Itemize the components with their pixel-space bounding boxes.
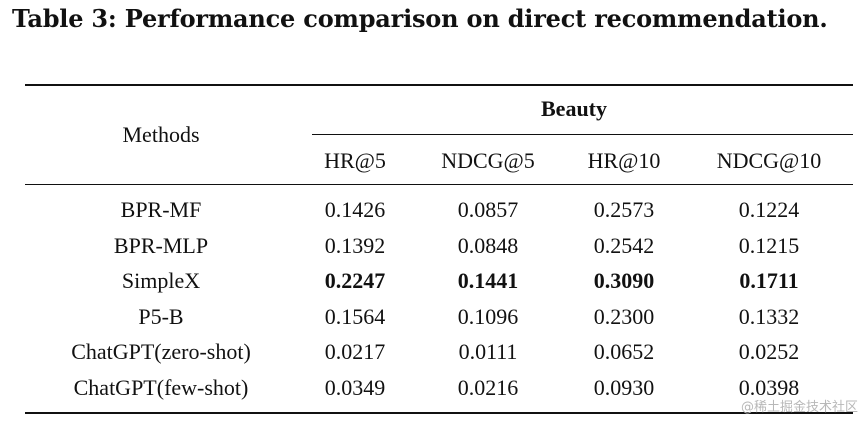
- metric-value: 0.0857: [457, 197, 519, 222]
- beauty-group-header: Beauty: [541, 96, 607, 121]
- metric-value: 0.1096: [457, 303, 519, 329]
- group-underline: [312, 134, 853, 135]
- metric-value: 0.0930: [593, 374, 655, 400]
- metric-value: 0.0252: [738, 339, 800, 364]
- metric-value: 0.0216: [457, 374, 519, 400]
- method-name: SimpleX: [121, 268, 201, 293]
- metric-value: 0.2542: [593, 232, 655, 258]
- method-name: BPR-MF: [120, 197, 202, 222]
- bottom-rule: [25, 412, 853, 414]
- method-name: ChatGPT(few-shot): [73, 374, 249, 400]
- metric-value: 0.1215: [738, 232, 800, 258]
- metric-value: 0.1711: [739, 268, 799, 293]
- method-name: P5-B: [138, 303, 184, 329]
- column-header: HR@5: [324, 148, 386, 173]
- metric-value: 0.1564: [324, 303, 386, 329]
- metric-value: 0.0111: [458, 339, 518, 364]
- method-name: ChatGPT(zero-shot): [71, 339, 251, 364]
- metric-value: 0.0217: [324, 339, 386, 364]
- table-caption: Table 3: Performance comparison on direc…: [12, 4, 828, 33]
- metric-value: 0.0349: [324, 374, 386, 400]
- metric-value: 0.1392: [324, 232, 386, 258]
- header-rule: [25, 184, 853, 185]
- metric-value: 0.2573: [593, 197, 655, 222]
- column-header: NDCG@10: [716, 148, 822, 173]
- metric-value: 0.3090: [593, 268, 655, 293]
- metric-value: 0.1224: [738, 197, 800, 222]
- metric-value: 0.0652: [593, 339, 655, 364]
- metric-value: 0.1441: [457, 268, 519, 293]
- methods-header: Methods: [122, 122, 200, 147]
- metric-value: 0.0848: [457, 232, 519, 258]
- method-name: BPR-MLP: [113, 232, 209, 258]
- metric-value: 0.1426: [324, 197, 386, 222]
- watermark: @稀土掘金技术社区: [740, 400, 858, 415]
- top-rule: [25, 84, 853, 86]
- metric-value: 0.0398: [738, 374, 800, 400]
- column-header: HR@10: [587, 148, 661, 173]
- metric-value: 0.2300: [593, 303, 655, 329]
- metric-value: 0.2247: [324, 268, 386, 293]
- metric-value: 0.1332: [738, 303, 800, 329]
- column-header: NDCG@5: [441, 148, 535, 173]
